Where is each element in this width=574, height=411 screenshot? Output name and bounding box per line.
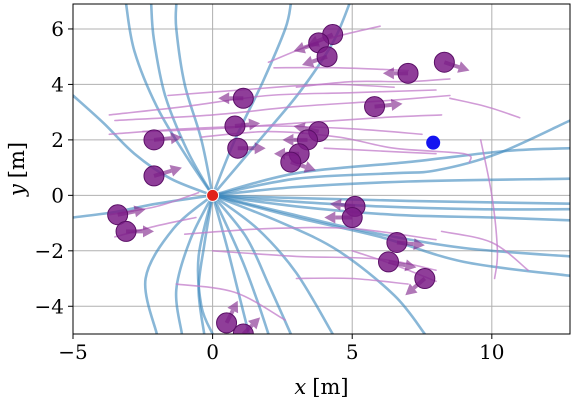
robot-trajectory [143,194,214,334]
agent-trajectory [114,94,451,122]
robot-trajectory [211,146,570,197]
agent-trajectory [200,130,472,163]
agent-velocity-arrowhead [390,98,403,111]
agent-marker [115,220,137,242]
robot-trajectory [211,194,251,334]
agent-marker [378,251,400,273]
agent-trajectory [108,89,437,116]
robot-trajectory [197,194,214,334]
robot-trajectory [211,119,570,197]
robot-trajectory [73,94,214,197]
agent-marker [397,62,419,84]
y-tick-label: 2 [51,128,64,152]
agent-velocity-arrowhead [227,300,239,314]
y-tick-label: 4 [51,72,64,96]
agent-velocity-arrowhead [303,161,316,173]
ticks: −5 0 5 10 −4 −2 0 2 4 6 [35,17,505,364]
robot-trajectory [211,194,570,211]
robot-trajectory [211,177,570,197]
agent-marker [386,231,408,253]
robot-trajectory [211,194,427,334]
x-tick-label: 0 [206,340,219,364]
y-tick-label: −4 [35,294,64,318]
robot-trajectories [73,4,570,334]
agent-marker [341,207,363,229]
agent-trajectory [142,114,443,133]
agent-trajectory [175,283,286,321]
robot-trajectory [124,4,214,197]
agent-velocity-arrowhead [248,317,261,330]
agent-velocity-arrowhead [133,205,146,218]
y-axis-label: y[m] [5,142,29,197]
agent-marker [107,204,129,226]
y-tick-label: 0 [51,183,64,207]
agent-marker [143,129,165,151]
agent-marker [364,96,386,118]
robot-trajectory [174,194,214,334]
x-tick-label: −5 [58,340,87,364]
robot-trajectory [196,194,214,334]
robot-trajectory [211,194,334,334]
agent-marker [232,87,254,109]
robot-trajectory [211,194,293,334]
robot-trajectory [73,194,214,219]
robot-trajectory [211,194,270,334]
agent-marker [216,312,238,334]
robot-trajectory [174,4,214,197]
agent-velocity-arrowhead [404,259,417,272]
agent-trajectory [440,230,529,271]
plot-frame [72,3,571,335]
agent-marker [414,268,436,290]
agent-velocity-arrowhead [143,225,154,238]
robot-marker [206,188,220,202]
goal-marker [426,135,441,150]
x-tick-label: 10 [479,340,504,364]
agent-marker [316,46,338,68]
x-axis-label: x [m] [294,375,348,399]
agent-velocity-arrowhead [405,283,418,296]
agent-velocity-arrowhead [170,132,182,145]
markers [206,135,441,202]
agent-velocity-arrowhead [282,133,294,146]
agent-marker [232,323,254,334]
agent-velocity-arrowhead [254,142,266,155]
agent-velocity-arrowhead [218,92,230,105]
agent-trajectory [323,147,437,155]
agent-trajectory [167,83,395,97]
agent-marker [280,151,302,173]
axis-labels: x [m] y[m] [5,142,349,399]
agent-marker [143,165,165,187]
agent-marker [224,115,246,137]
agent-marker [433,51,455,73]
agent-velocity-arrowhead [413,238,425,251]
agent-trajectory [449,97,521,119]
agent-velocity-arrowhead [248,118,261,131]
agent-velocity-arrowhead [169,165,182,177]
robot-trajectory [211,194,570,222]
y-tick-label: −2 [35,239,64,263]
robot-trajectory [211,194,570,278]
agent-velocity-arrowhead [324,211,336,224]
robot-trajectory [149,4,214,197]
agent-velocity-arrowhead [382,67,394,80]
agent-trajectory [108,125,423,136]
agent-velocity-arrowhead [302,55,315,68]
agent-marker [227,137,249,159]
robot-trajectory [211,4,293,197]
agent-trajectory [273,66,409,72]
agent-velocity-arrowhead [457,61,470,73]
y-tick-label: 6 [51,17,64,41]
agent-trajectory [479,139,499,280]
agent-velocity-arrowhead [329,198,342,211]
x-tick-label: 5 [346,340,359,364]
agents [107,24,470,334]
agent-velocity-arrowhead [293,42,306,54]
agent-trajectory [295,277,409,285]
